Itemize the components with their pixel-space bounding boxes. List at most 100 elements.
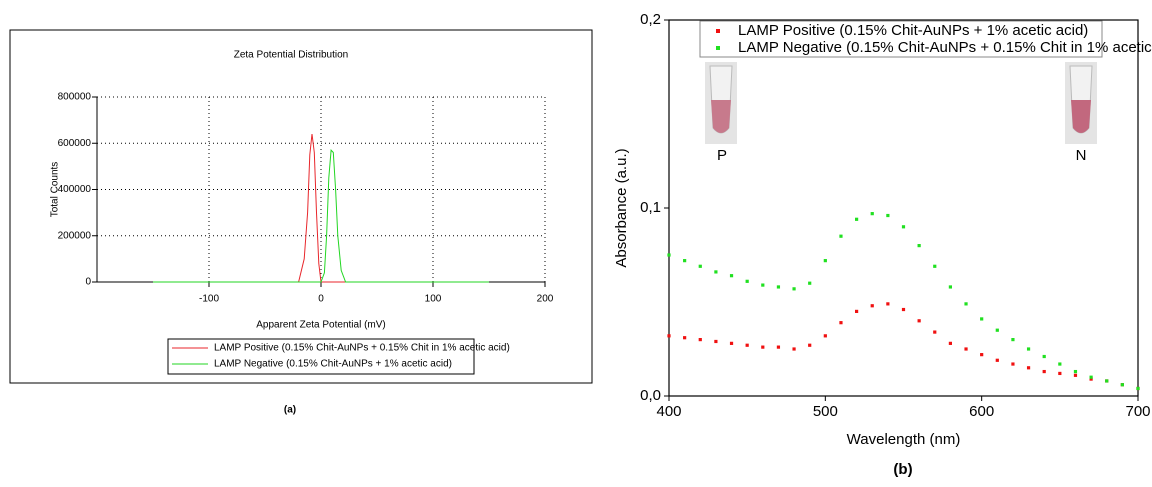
data-point: [1011, 362, 1015, 366]
data-point: [1136, 386, 1140, 391]
annotation: P: [717, 147, 727, 164]
data-point: [1042, 354, 1046, 359]
data-point: [1058, 371, 1062, 376]
data-point: [917, 244, 921, 248]
data-point: [683, 336, 687, 340]
data-point: [1073, 373, 1078, 377]
chart-title: Zeta Potential Distribution: [234, 50, 349, 61]
data-point: [933, 264, 937, 268]
data-point: [1026, 366, 1031, 370]
data-point: [980, 353, 984, 357]
data-point: [917, 319, 921, 323]
x-tick-label: 700: [1125, 403, 1150, 420]
data-point: [1026, 347, 1031, 351]
x-tick-label: -100: [199, 294, 219, 305]
data-point: [839, 321, 843, 325]
data-point: [823, 259, 827, 263]
data-point: [729, 341, 734, 345]
data-point: [745, 279, 749, 283]
x-axis-label: Wavelength (nm): [847, 431, 961, 448]
x-tick-label: 200: [537, 294, 554, 305]
data-point: [776, 345, 781, 349]
data-point: [855, 309, 859, 313]
data-point: [1105, 379, 1109, 383]
chart: Zeta Potential Distribution 0 200000 400000…: [50, 50, 554, 416]
y-tick-label: 0: [85, 277, 91, 288]
data-line: [153, 133, 489, 283]
y-axis-label: Total Counts: [50, 162, 61, 218]
data-point: [1058, 362, 1062, 366]
data-point: [948, 285, 952, 289]
annotation: N: [1076, 147, 1087, 164]
data-point: [792, 347, 796, 351]
chart: 0,0 0,1 0,2 400 500 600 700 Wavelength (nm) Abso…: [613, 11, 1152, 478]
data-point: [808, 343, 812, 347]
data-point: [1089, 377, 1093, 381]
data-point: [855, 217, 859, 221]
data-point: [698, 338, 702, 342]
y-tick-label: 200000: [58, 230, 92, 241]
x-axis-label: Apparent Zeta Potential (mV): [256, 320, 386, 331]
legend-label: LAMP Negative (0.15% Chit-AuNPs + 1% ace…: [214, 359, 452, 370]
legend-swatch: [716, 46, 720, 50]
data-point: [948, 341, 952, 345]
y-tick-label: 800000: [58, 92, 92, 103]
x-tick-label: 100: [425, 294, 442, 305]
legend-swatch: [716, 29, 720, 33]
x-tick-label: 400: [656, 403, 681, 420]
data-point: [1089, 375, 1093, 379]
data-line: [153, 149, 489, 283]
data-point: [698, 264, 702, 268]
data-point: [995, 328, 999, 332]
data-point: [776, 285, 781, 289]
x-tick-label: 600: [969, 403, 994, 420]
data-point: [683, 259, 687, 263]
data-point: [667, 253, 671, 257]
data-point: [823, 334, 827, 338]
data-point: [667, 334, 671, 338]
tube-photos: [705, 62, 1097, 144]
y-tick-label: 0,2: [640, 11, 661, 28]
data-point: [933, 330, 937, 334]
data-point: [1120, 383, 1124, 387]
data-point: [870, 304, 874, 308]
data-point: [1011, 338, 1015, 342]
data-point: [886, 213, 890, 218]
y-tick-label: 0,1: [640, 199, 661, 216]
y-axis-label: Absorbance (a.u.): [613, 148, 630, 267]
panel-frame: [9, 29, 593, 384]
x-tick-label: 500: [813, 403, 838, 420]
data-point: [964, 347, 968, 351]
y-tick-label: 600000: [58, 138, 92, 149]
legend-label: LAMP Positive (0.15% Chit-AuNPs + 0.15% …: [214, 343, 510, 354]
data-point: [964, 302, 968, 306]
data-point: [980, 317, 984, 321]
tube-liquid: [1071, 100, 1091, 133]
panel-label: (a): [284, 405, 296, 416]
legend-label: LAMP Negative (0.15% Chit-AuNPs + 0.15% …: [738, 39, 1152, 56]
panel-label: (b): [893, 461, 912, 478]
legend-box: [167, 338, 475, 375]
data-point: [792, 287, 796, 291]
y-tick-label: 400000: [58, 184, 92, 195]
legend-box: [699, 20, 1103, 58]
data-point: [995, 358, 999, 362]
tube-liquid: [711, 100, 731, 133]
data-point: [761, 283, 765, 287]
x-tick-label: 0: [318, 294, 324, 305]
data-point: [839, 234, 843, 238]
legend-label: LAMP Positive (0.15% Chit-AuNPs + 1% ace…: [738, 22, 1088, 39]
data-point: [714, 270, 718, 274]
data-point: [901, 225, 906, 229]
data-point: [729, 274, 734, 278]
data-point: [714, 339, 718, 344]
data-point: [745, 343, 749, 347]
data-point: [886, 302, 890, 306]
data-point: [1073, 369, 1078, 374]
data-point: [870, 212, 874, 216]
data-point: [761, 345, 765, 349]
data-point: [808, 281, 812, 285]
data-point: [901, 307, 906, 312]
y-tick-label: 0,0: [640, 387, 661, 404]
